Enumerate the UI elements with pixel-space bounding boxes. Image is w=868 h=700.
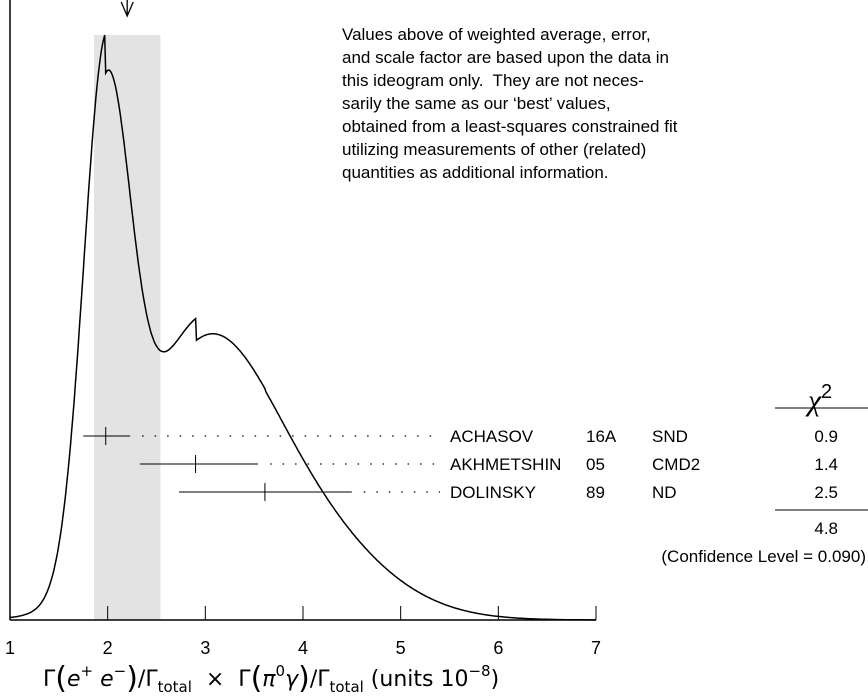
note-line: this ideogram only. They are not neces- xyxy=(342,71,644,90)
year: 05 xyxy=(586,455,605,474)
chi2-total: 4.8 xyxy=(814,519,838,538)
chi2-header: χ2 xyxy=(805,381,832,417)
chi2: 1.4 xyxy=(814,455,838,474)
x-tick-label: 3 xyxy=(200,638,210,658)
x-label-part: Γ xyxy=(43,667,56,692)
name: DOLINSKY xyxy=(450,483,536,502)
x-axis-label: Γ(e+ e−)/Γtotal × Γ(π0γ)/Γtotal (units 1… xyxy=(8,661,520,696)
x-label-part: ) xyxy=(126,661,138,696)
x-label-part: − xyxy=(114,662,127,680)
x-label-part: e xyxy=(93,667,114,692)
ideogram-curve xyxy=(9,34,596,621)
year: 16A xyxy=(586,427,617,446)
x-tick-label: 5 xyxy=(396,638,406,658)
x-tick-label: 4 xyxy=(298,638,308,658)
experiment: SND xyxy=(652,427,688,446)
x-tick-label: 7 xyxy=(591,638,601,658)
note-line: obtained from a least-squares constraine… xyxy=(342,117,678,136)
average-arrow xyxy=(120,0,134,18)
x-label-part: total xyxy=(158,678,192,696)
name: AKHMETSHIN xyxy=(450,455,561,474)
x-label-part: 0 xyxy=(276,662,286,680)
x-label-part: (units 10 xyxy=(364,667,469,692)
x-label-part: ( xyxy=(55,661,67,696)
note-line: sarily the same as our ‘best’ values, xyxy=(342,94,611,113)
x-label-part: −8 xyxy=(468,662,490,680)
chi2: 2.5 xyxy=(814,483,838,502)
x-tick-label: 2 xyxy=(103,638,113,658)
year: 89 xyxy=(586,483,605,502)
chi2-symbol: χ xyxy=(805,384,822,417)
confidence-level: (Confidence Level = 0.090) xyxy=(661,547,866,566)
x-label-part: ( xyxy=(251,661,263,696)
x-label-part: × Γ xyxy=(192,667,251,692)
chi2-power: 2 xyxy=(821,381,832,403)
note: Values above of weighted average, error,… xyxy=(342,25,678,182)
x-label-part: /Γ xyxy=(138,667,158,692)
x-label-part: + xyxy=(81,662,94,680)
note-line: quantities as additional information. xyxy=(342,163,609,182)
x-label-part: π xyxy=(262,667,276,692)
x-tick-label: 6 xyxy=(493,638,503,658)
x-tick-label: 1 xyxy=(5,638,15,658)
note-line: and scale factor are based upon the data… xyxy=(342,48,669,67)
experiment: ND xyxy=(652,483,677,502)
experiment: CMD2 xyxy=(652,455,700,474)
name: ACHASOV xyxy=(450,427,534,446)
x-label-part: ) xyxy=(491,667,500,692)
x-label-part: total xyxy=(330,678,364,696)
plot: 1 2 3 4 5 6 7 ACHASOV 16A SND 0.9 AKHMETSHIN 05 CMD2 1… xyxy=(5,0,866,658)
note-line: utilizing measurements of other (related… xyxy=(342,140,646,159)
chi2: 0.9 xyxy=(814,427,838,446)
note-line: Values above of weighted average, error, xyxy=(342,25,651,44)
x-label-part: /Γ xyxy=(310,667,330,692)
x-label-part: γ xyxy=(285,667,299,692)
x-label-part: e xyxy=(67,667,81,692)
x-label-part: ) xyxy=(298,661,310,696)
